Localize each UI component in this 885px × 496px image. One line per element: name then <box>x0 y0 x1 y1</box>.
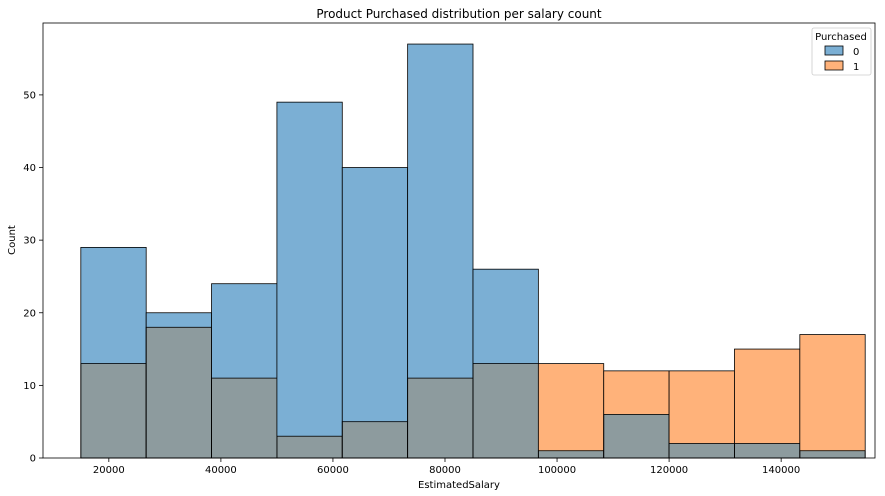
bar-top-2 <box>211 283 277 379</box>
bar-overlap-1 <box>146 327 212 458</box>
legend-label-0: 0 <box>853 47 859 58</box>
y-tick-label-3: 30 <box>23 236 36 247</box>
y-tick-label-1: 10 <box>23 381 36 392</box>
y-tick-label-4: 40 <box>23 163 36 174</box>
chart-title: Product Purchased distribution per salar… <box>316 7 602 21</box>
x-tick-label-2: 60000 <box>317 465 349 476</box>
bars-group <box>80 43 866 459</box>
bar-top-9 <box>669 370 735 444</box>
bar-overlap-11 <box>799 450 866 458</box>
y-axis: 0 10 20 30 40 50 <box>23 90 43 465</box>
x-tick-label-6: 140000 <box>762 465 800 476</box>
x-axis: 20000 40000 60000 80000 100000 120000 140000 <box>93 458 800 476</box>
bar-top-6 <box>473 269 539 364</box>
x-tick-label-3: 80000 <box>429 465 461 476</box>
y-tick-label-2: 20 <box>23 308 36 319</box>
bar-overlap-8 <box>603 414 670 458</box>
legend-swatch-0 <box>824 45 844 56</box>
x-tick-label-1: 40000 <box>205 465 237 476</box>
y-tick-label-0: 0 <box>30 454 36 465</box>
legend-swatch-1 <box>824 60 844 71</box>
bar-overlap-2 <box>211 378 277 458</box>
bar-top-10 <box>734 349 800 444</box>
bar-overlap-0 <box>80 363 147 458</box>
bar-top-5 <box>407 44 474 379</box>
bar-top-7 <box>538 363 604 451</box>
bar-overlap-9 <box>669 443 735 458</box>
bar-top-8 <box>603 370 670 415</box>
legend-title: Purchased <box>815 32 867 43</box>
bar-top-4 <box>342 167 408 422</box>
bar-overlap-6 <box>473 363 539 458</box>
bar-overlap-7 <box>538 450 604 458</box>
y-axis-label: Count <box>7 225 18 255</box>
y-tick-label-5: 50 <box>23 90 36 101</box>
x-tick-label-4: 100000 <box>538 465 576 476</box>
x-tick-label-0: 20000 <box>93 465 125 476</box>
legend: Purchased 0 1 <box>811 27 872 76</box>
bar-overlap-4 <box>342 421 408 458</box>
bar-top-0 <box>80 247 147 364</box>
bar-top-3 <box>276 102 343 437</box>
bar-overlap-3 <box>276 436 343 458</box>
legend-label-1: 1 <box>853 62 859 73</box>
bar-overlap-10 <box>734 443 800 458</box>
bar-top-11 <box>799 334 866 451</box>
bar-overlap-5 <box>407 378 474 458</box>
x-axis-label: EstimatedSalary <box>418 480 500 491</box>
x-tick-label-5: 120000 <box>650 465 688 476</box>
bar-top-1 <box>146 312 212 328</box>
